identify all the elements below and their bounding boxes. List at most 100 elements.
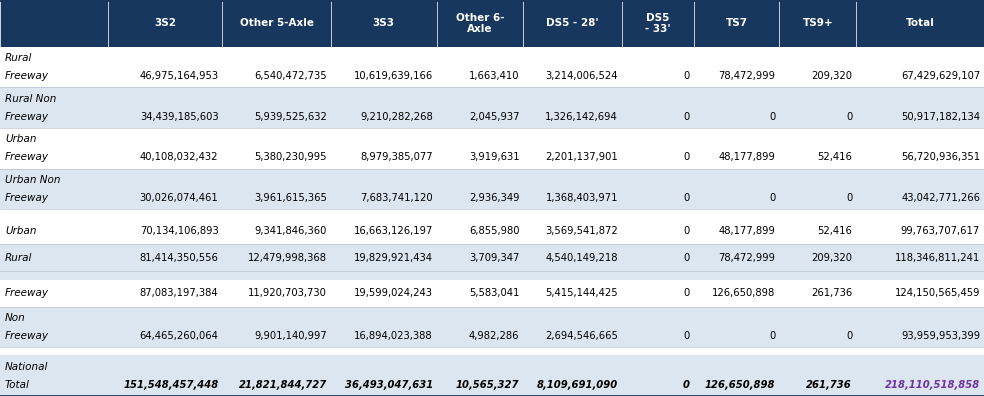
Text: 50,917,182,134: 50,917,182,134 bbox=[901, 112, 980, 122]
Bar bbox=[0, 244, 984, 271]
Text: 2,936,349: 2,936,349 bbox=[469, 193, 520, 203]
Text: 46,975,164,953: 46,975,164,953 bbox=[140, 71, 218, 81]
Bar bbox=[0, 128, 984, 169]
Bar bbox=[0, 88, 984, 128]
Text: Total: Total bbox=[905, 18, 935, 29]
Text: 0: 0 bbox=[683, 380, 690, 390]
Text: 40,108,032,432: 40,108,032,432 bbox=[140, 152, 218, 162]
Text: 3,919,631: 3,919,631 bbox=[469, 152, 520, 162]
Text: 64,465,260,064: 64,465,260,064 bbox=[140, 331, 218, 341]
Text: 0: 0 bbox=[684, 193, 690, 203]
Text: 0: 0 bbox=[846, 193, 852, 203]
Bar bbox=[437, 0, 523, 47]
Text: Rural: Rural bbox=[5, 53, 32, 63]
Text: National: National bbox=[5, 362, 48, 372]
Text: Rural: Rural bbox=[5, 253, 32, 263]
Text: TS9+: TS9+ bbox=[802, 18, 833, 29]
Text: 5,583,041: 5,583,041 bbox=[469, 288, 520, 298]
Text: 6,855,980: 6,855,980 bbox=[469, 226, 520, 236]
Text: 0: 0 bbox=[684, 71, 690, 81]
Text: 9,210,282,268: 9,210,282,268 bbox=[360, 112, 433, 122]
Text: Freeway: Freeway bbox=[5, 71, 49, 81]
Text: Rural Non: Rural Non bbox=[5, 94, 56, 104]
Text: 0: 0 bbox=[769, 331, 775, 341]
Text: DS5 - 28': DS5 - 28' bbox=[546, 18, 599, 29]
Bar bbox=[0, 0, 108, 47]
Text: 9,341,846,360: 9,341,846,360 bbox=[254, 226, 327, 236]
Text: 0: 0 bbox=[846, 331, 852, 341]
Text: 5,415,144,425: 5,415,144,425 bbox=[545, 288, 618, 298]
Text: 0: 0 bbox=[769, 112, 775, 122]
Text: 4,540,149,218: 4,540,149,218 bbox=[545, 253, 618, 263]
Text: 209,320: 209,320 bbox=[811, 71, 852, 81]
Bar bbox=[0, 355, 984, 396]
Text: 0: 0 bbox=[846, 112, 852, 122]
Bar bbox=[0, 169, 984, 209]
Text: 0: 0 bbox=[684, 331, 690, 341]
Bar bbox=[331, 0, 437, 47]
Text: 124,150,565,459: 124,150,565,459 bbox=[894, 288, 980, 298]
Bar bbox=[0, 47, 984, 88]
Text: 3S2: 3S2 bbox=[154, 18, 176, 29]
Text: 48,177,899: 48,177,899 bbox=[718, 152, 775, 162]
Text: 67,429,629,107: 67,429,629,107 bbox=[900, 71, 980, 81]
Text: Other 6-
Axle: Other 6- Axle bbox=[456, 13, 505, 34]
Text: 81,414,350,556: 81,414,350,556 bbox=[140, 253, 218, 263]
Text: Freeway: Freeway bbox=[5, 112, 49, 122]
Text: 261,736: 261,736 bbox=[811, 288, 852, 298]
Text: 16,894,023,388: 16,894,023,388 bbox=[354, 331, 433, 341]
Text: 10,619,639,166: 10,619,639,166 bbox=[353, 71, 433, 81]
Bar bbox=[222, 0, 331, 47]
Text: 0: 0 bbox=[684, 152, 690, 162]
Text: 6,540,472,735: 6,540,472,735 bbox=[254, 71, 327, 81]
Text: 2,201,137,901: 2,201,137,901 bbox=[545, 152, 618, 162]
Text: 70,134,106,893: 70,134,106,893 bbox=[140, 226, 218, 236]
Text: 3,214,006,524: 3,214,006,524 bbox=[545, 71, 618, 81]
Text: 34,439,185,603: 34,439,185,603 bbox=[140, 112, 218, 122]
Bar bbox=[0, 280, 984, 307]
Bar bbox=[694, 0, 779, 47]
Text: 1,368,403,971: 1,368,403,971 bbox=[545, 193, 618, 203]
Text: 0: 0 bbox=[684, 288, 690, 298]
Text: Non: Non bbox=[5, 313, 26, 323]
Text: 151,548,457,448: 151,548,457,448 bbox=[123, 380, 218, 390]
Text: Freeway: Freeway bbox=[5, 193, 49, 203]
Text: 218,110,518,858: 218,110,518,858 bbox=[885, 380, 980, 390]
Bar bbox=[523, 0, 622, 47]
Text: 43,042,771,266: 43,042,771,266 bbox=[901, 193, 980, 203]
Text: 12,479,998,368: 12,479,998,368 bbox=[248, 253, 327, 263]
Text: 11,920,703,730: 11,920,703,730 bbox=[248, 288, 327, 298]
Text: 48,177,899: 48,177,899 bbox=[718, 226, 775, 236]
Text: 30,026,074,461: 30,026,074,461 bbox=[140, 193, 218, 203]
Text: Other 5-Axle: Other 5-Axle bbox=[239, 18, 314, 29]
Text: 93,959,953,399: 93,959,953,399 bbox=[901, 331, 980, 341]
Text: Freeway: Freeway bbox=[5, 288, 49, 298]
Text: 209,320: 209,320 bbox=[811, 253, 852, 263]
Text: 0: 0 bbox=[684, 226, 690, 236]
Text: 3,709,347: 3,709,347 bbox=[469, 253, 520, 263]
Text: 0: 0 bbox=[684, 112, 690, 122]
Text: 2,694,546,665: 2,694,546,665 bbox=[545, 331, 618, 341]
Text: Urban: Urban bbox=[5, 226, 36, 236]
Bar bbox=[622, 0, 694, 47]
Bar bbox=[856, 0, 984, 47]
Bar bbox=[779, 0, 856, 47]
Text: 7,683,741,120: 7,683,741,120 bbox=[360, 193, 433, 203]
Text: 5,939,525,632: 5,939,525,632 bbox=[254, 112, 327, 122]
Text: 52,416: 52,416 bbox=[818, 152, 852, 162]
Text: 10,565,327: 10,565,327 bbox=[456, 380, 520, 390]
Text: 87,083,197,384: 87,083,197,384 bbox=[140, 288, 218, 298]
Text: 1,326,142,694: 1,326,142,694 bbox=[545, 112, 618, 122]
Text: DS5
- 33': DS5 - 33' bbox=[645, 13, 671, 34]
Bar bbox=[108, 0, 222, 47]
Bar bbox=[0, 209, 984, 217]
Text: 0: 0 bbox=[684, 253, 690, 263]
Text: 56,720,936,351: 56,720,936,351 bbox=[901, 152, 980, 162]
Text: 5,380,230,995: 5,380,230,995 bbox=[254, 152, 327, 162]
Text: 0: 0 bbox=[769, 193, 775, 203]
Text: 8,979,385,077: 8,979,385,077 bbox=[360, 152, 433, 162]
Text: Freeway: Freeway bbox=[5, 331, 49, 341]
Text: 126,650,898: 126,650,898 bbox=[712, 288, 775, 298]
Bar bbox=[0, 217, 984, 244]
Text: Urban: Urban bbox=[5, 134, 36, 145]
